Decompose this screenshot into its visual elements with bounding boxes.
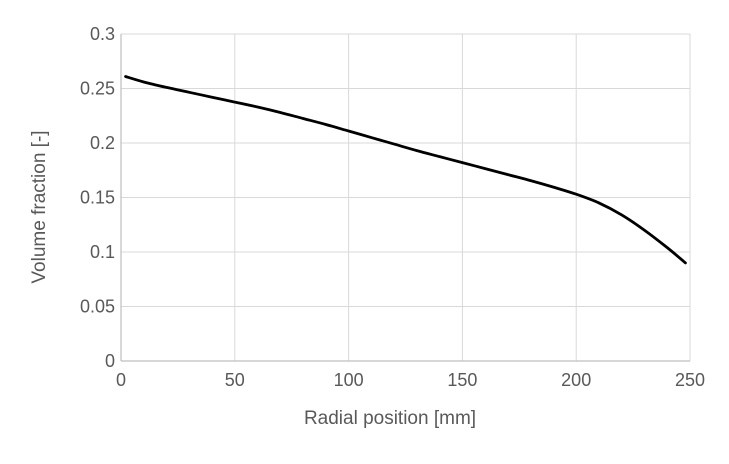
x-axis-title: Radial position [mm] — [304, 408, 476, 429]
tick-labels: 0 50 100 150 200 250 0 0.05 0.1 0.15 0.2 0.25 0.3 — [80, 24, 705, 390]
y-tick-label: 0.05 — [80, 297, 115, 317]
x-tick-label: 200 — [561, 370, 591, 390]
x-tick-label: 250 — [675, 370, 705, 390]
data-series — [124, 75, 687, 265]
y-tick-label: 0 — [105, 351, 115, 371]
series-line — [124, 75, 687, 265]
y-tick-label: 0.1 — [90, 242, 115, 262]
axes — [120, 34, 690, 362]
gridlines — [121, 33, 691, 361]
y-tick-label: 0.2 — [90, 133, 115, 153]
y-axis-title: Volume fraction [-] — [29, 130, 50, 283]
x-tick-label: 0 — [116, 370, 126, 390]
x-tick-label: 100 — [334, 370, 364, 390]
x-tick-label: 50 — [225, 370, 245, 390]
y-tick-label: 0.3 — [90, 24, 115, 44]
x-tick-label: 150 — [447, 370, 477, 390]
y-tick-label: 0.25 — [80, 79, 115, 99]
y-tick-label: 0.15 — [80, 188, 115, 208]
